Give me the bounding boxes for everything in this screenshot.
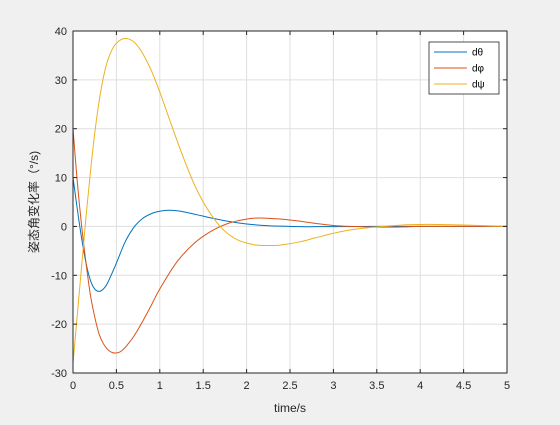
y-tick-label: -30 [51,368,67,380]
legend-label-2: dφ [472,64,485,75]
y-tick-label: 20 [55,124,67,136]
x-tick-label: 3 [330,380,336,392]
x-tick-label: 1.5 [196,380,211,392]
y-tick-label: -20 [51,319,67,331]
y-tick-label: 30 [55,75,67,87]
x-tick-label: 1 [157,380,163,392]
x-tick-label: 2 [244,380,250,392]
series-line-3 [72,37,508,364]
y-tick-label: -10 [51,270,67,282]
series-line-1 [72,177,507,292]
x-tick-label: 5 [504,380,510,392]
legend-label-3: dψ [472,80,485,91]
y-axis-label: 姿态角变化率（°/s) [26,151,41,253]
axis-ticks: 0 0.5 1 1.5 2 2.5 3 3.5 4 4.5 5 -30 -20 -10 0 10 20 30 40 [51,26,510,392]
legend-label-1: dθ [472,48,484,59]
y-tick-label: 0 [61,221,67,233]
series-lines [72,37,508,364]
x-tick-label: 4.5 [456,380,471,392]
x-tick-label: 2.5 [282,380,297,392]
x-tick-label: 0.5 [109,380,124,392]
x-tick-label: 4 [417,380,423,392]
x-tick-label: 3.5 [369,380,384,392]
x-axis-label: time/s [274,401,306,415]
y-tick-label: 10 [55,173,67,185]
x-tick-label: 0 [70,380,76,392]
y-tick-label: 40 [55,26,67,38]
legend: dθ dφ dψ [428,41,500,95]
series-line-2 [72,128,507,354]
